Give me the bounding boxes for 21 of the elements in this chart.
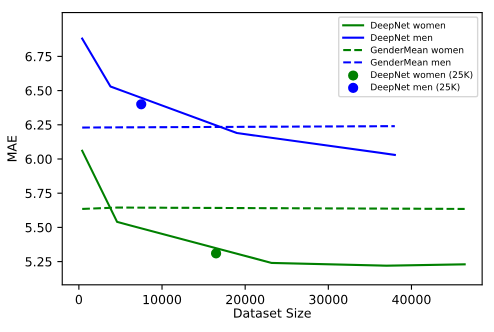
line-series: [81, 150, 466, 267]
y-tick-label: 6.25: [26, 120, 52, 130]
y-tick-label: 5.75: [26, 188, 52, 198]
y-axis-title: MAE: [7, 136, 17, 162]
legend-label: DeepNet women (25K): [371, 71, 472, 80]
x-tick-label: 10000: [144, 294, 182, 304]
legend-label: DeepNet men (25K): [371, 83, 460, 92]
y-tick-label: 6.75: [26, 52, 52, 62]
legend-label: GenderMean women: [370, 46, 464, 54]
x-axis-title: Dataset Size: [234, 308, 311, 318]
x-tick-label: 40000: [392, 294, 431, 304]
legend-label: DeepNet women: [371, 22, 446, 30]
y-tick-label: 5.25: [26, 257, 52, 267]
legend-label: GenderMean men: [370, 58, 450, 66]
x-tick-label: 30000: [309, 294, 348, 304]
x-tick-label: 0: [76, 294, 82, 304]
x-tick-label: 20000: [226, 294, 264, 304]
y-tick-label: 6.00: [26, 154, 52, 164]
y-tick-label: 6.50: [26, 86, 52, 96]
y-tick-label: 5.50: [26, 222, 52, 232]
legend-label: DeepNet men: [371, 34, 432, 43]
